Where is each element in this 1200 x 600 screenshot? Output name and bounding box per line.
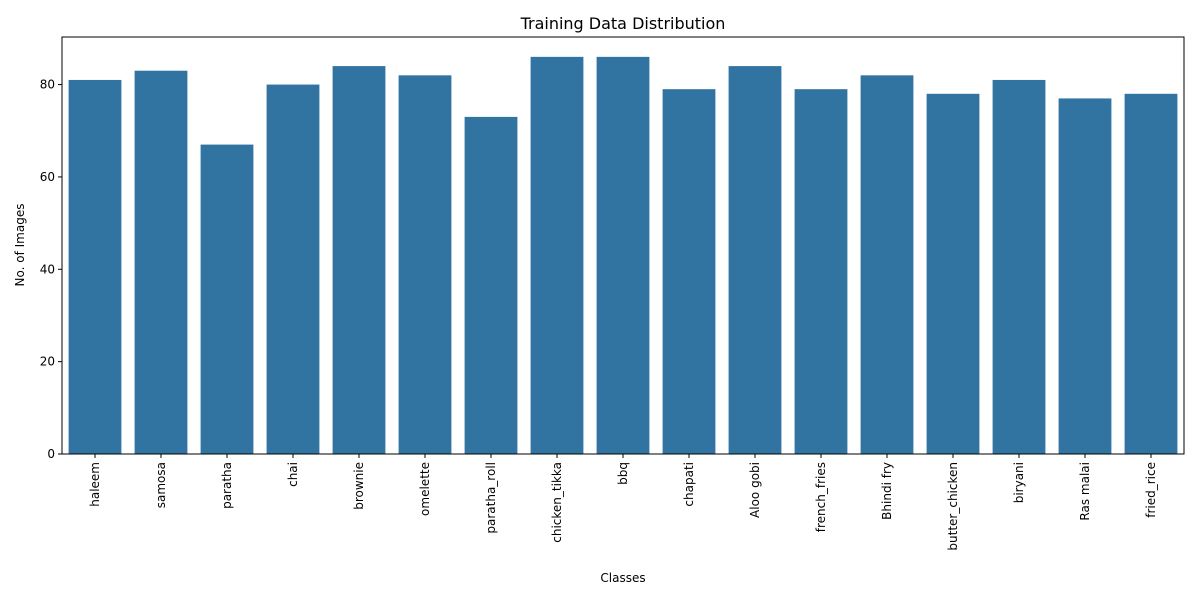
chart-title: Training Data Distribution (520, 14, 726, 33)
x-tick-label: french_fries (814, 462, 828, 532)
bar-paratha (200, 144, 254, 454)
x-tick-label: fried_rice (1144, 462, 1158, 518)
bar-haleem (68, 79, 122, 455)
x-tick-label: Ras malai (1078, 462, 1092, 521)
y-tick-label: 0 (47, 447, 55, 461)
x-tick-label: bbq (616, 462, 630, 485)
y-tick-label: 80 (40, 78, 55, 92)
plot-frame (61, 36, 1185, 455)
x-tick-label: chai (286, 462, 300, 487)
bar-chicken-tikka (530, 56, 584, 454)
x-tick-label: Bhindi fry (880, 462, 894, 520)
y-tick-label: 40 (40, 262, 55, 276)
bar-bbq (596, 56, 650, 454)
x-tick-label: omelette (418, 462, 432, 516)
x-axis-label: Classes (600, 571, 645, 585)
bar-bhindi-fry (860, 75, 914, 454)
bar-biryani (992, 79, 1046, 455)
x-tick-label: butter_chicken (946, 462, 960, 551)
x-axis-ticks: haleem samosa paratha chai brownie omelette pa… (88, 454, 1158, 551)
bar-brownie (332, 66, 386, 455)
bar-fried-rice (1124, 93, 1178, 455)
bar-paratha-roll (464, 116, 518, 454)
x-tick-label: chicken_tikka (550, 462, 564, 543)
bar-samosa (134, 70, 188, 454)
x-tick-label: Aloo gobi (748, 462, 762, 518)
bar-omelette (398, 75, 452, 454)
y-tick-label: 60 (40, 170, 55, 184)
x-tick-label: biryani (1012, 462, 1026, 503)
bars-group (68, 56, 1178, 455)
x-tick-label: haleem (88, 462, 102, 507)
y-axis-ticks: 0 20 40 60 80 (40, 78, 62, 461)
bar-chai (266, 84, 320, 454)
x-tick-label: samosa (154, 462, 168, 508)
y-axis-label: No. of Images (13, 204, 27, 287)
x-tick-label: paratha_roll (484, 462, 498, 534)
y-tick-label: 20 (40, 355, 55, 369)
x-tick-label: paratha (220, 462, 234, 509)
x-tick-label: brownie (352, 462, 366, 510)
bar-butter-chicken (926, 93, 980, 455)
bar-aloo-gobi (728, 66, 782, 455)
bar-french-fries (794, 89, 848, 454)
x-tick-label: chapati (682, 462, 696, 507)
bar-ras-malai (1058, 98, 1112, 454)
bar-chapati (662, 89, 716, 454)
